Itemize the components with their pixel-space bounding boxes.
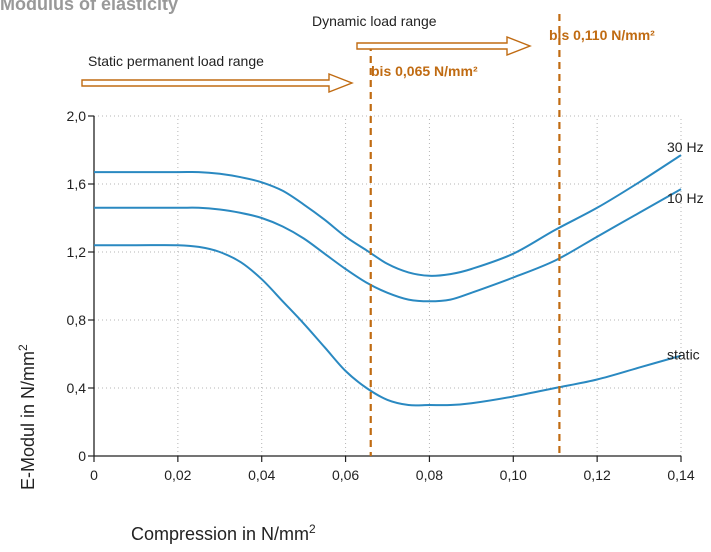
y-tick-label: 1,2 [67, 244, 87, 260]
x-tick-label: 0 [90, 467, 98, 483]
y-tick-label: 2,0 [67, 108, 87, 124]
x-axis-title-text: Compression in N/mm [131, 524, 309, 544]
x-tick-label: 0,04 [248, 467, 275, 483]
y-axis-title-superscript: 2 [16, 344, 30, 351]
x-axis-title-superscript: 2 [309, 522, 316, 536]
chart-title: Modulus of elasticity [0, 0, 178, 14]
static-range-arrow [82, 74, 352, 92]
y-tick-label: 0,4 [67, 380, 87, 396]
axes-layer [88, 116, 681, 462]
y-tick-label: 0 [78, 448, 86, 464]
y-tick-label: 0,8 [67, 312, 87, 328]
y-axis-title-text: E-Modul in N/mm [18, 351, 38, 490]
series-label-30-hz: 30 Hz [667, 139, 704, 155]
y-tick-label: 1,6 [67, 176, 87, 192]
y-axis-title: E-Modul in N/mm2 [16, 344, 38, 490]
x-tick-label: 0,06 [332, 467, 359, 483]
series-layer: 30 Hz 10 Hz static [94, 139, 704, 405]
tick-label-layer: 0 0,4 0,8 1,2 1,6 2,0 0 0,02 0,04 0,06 0,08 0,10 0,1… [67, 108, 695, 483]
x-tick-label: 0,10 [500, 467, 527, 483]
x-tick-label: 0,02 [164, 467, 191, 483]
x-axis-title: Compression in N/mm2 [131, 522, 316, 544]
dynamic-range-label: Dynamic load range [312, 13, 437, 29]
series-label-10-hz: 10 Hz [667, 190, 704, 206]
series-line-30-hz [94, 155, 681, 276]
series-line-static [94, 245, 681, 405]
grid-layer [94, 116, 681, 456]
x-tick-label: 0,14 [667, 467, 694, 483]
dynamic-limit-label: bis 0,110 N/mm² [549, 27, 655, 43]
x-tick-label: 0,08 [416, 467, 443, 483]
x-tick-label: 0,12 [584, 467, 611, 483]
static-limit-label: bis 0,065 N/mm² [371, 63, 478, 79]
series-label-static: static [667, 347, 700, 363]
static-range-label: Static permanent load range [88, 53, 264, 69]
dynamic-range-arrow [357, 37, 530, 55]
